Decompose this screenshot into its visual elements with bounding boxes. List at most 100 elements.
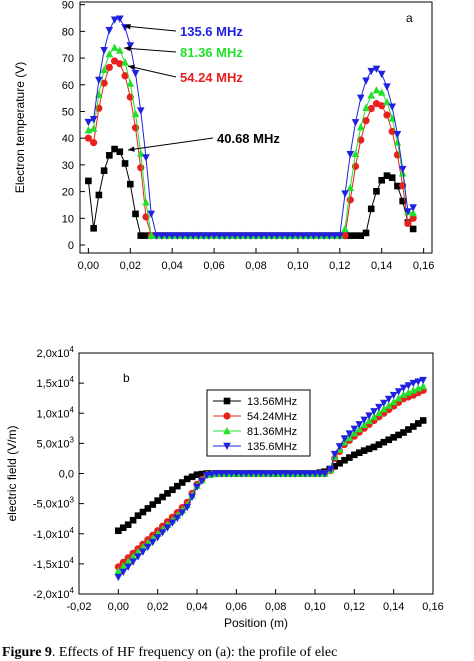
panel-a-point	[362, 77, 370, 85]
panel-b-point	[365, 416, 373, 425]
panel-a-point	[246, 232, 255, 240]
panel-b-point	[370, 408, 378, 416]
panel-b-point	[178, 479, 186, 486]
panel-a-point	[346, 151, 355, 159]
panel-a-point	[367, 91, 376, 99]
panel-b-point	[198, 477, 206, 486]
panel-b-point	[360, 416, 368, 424]
panel-b-point	[331, 462, 338, 470]
panel-b-xtick-label: 0,00	[108, 601, 129, 613]
panel-a-ytick-label: 60	[62, 80, 74, 92]
panel-a-arrowhead	[128, 146, 135, 152]
panel-a-point	[351, 119, 360, 127]
panel-a-point	[388, 127, 396, 136]
panel-b-point	[291, 470, 300, 478]
panel-a-point	[377, 88, 386, 96]
panel-a-point	[367, 205, 375, 213]
panel-a-point	[372, 86, 381, 94]
panel-b-point	[336, 459, 343, 467]
panel-b-point	[330, 450, 339, 459]
panel-b-point	[262, 470, 270, 478]
panel-a-point	[178, 232, 187, 240]
panel-b-point	[174, 482, 181, 490]
panel-a-arrow	[123, 25, 177, 32]
panel-b-point	[355, 424, 364, 433]
panel-b-ylabel: electric field (V/m)	[5, 425, 19, 521]
panel-b-point	[340, 435, 349, 443]
panel-a-arrowhead	[128, 64, 135, 71]
panel-b-point	[375, 403, 383, 412]
panel-b-point	[360, 447, 368, 454]
panel-a-point	[262, 232, 271, 240]
panel-b-point	[414, 384, 423, 392]
panel-b-point	[414, 378, 423, 386]
panel-a-point	[121, 160, 129, 167]
panel-a-point	[315, 232, 323, 240]
panel-a-xtick-label: 0,16	[413, 260, 434, 272]
panel-a-point	[100, 167, 108, 174]
panel-b-point	[232, 470, 241, 478]
panel-a-point	[377, 70, 386, 79]
panel-b-point	[212, 470, 221, 478]
panel-b-point	[286, 470, 295, 478]
panel-b-point	[139, 548, 147, 556]
panel-a-xtick-label: 0,14	[371, 260, 392, 272]
panel-b-point	[316, 470, 324, 478]
figure-canvas: 0,00 0,02 0,04 0,06 0,08 0,10 0,12 0,14 0,16 0 10 2…	[5, 0, 444, 630]
panel-a-point	[330, 232, 339, 240]
panel-a-point	[131, 70, 140, 78]
panel-b-point	[242, 470, 250, 478]
panel-b-point	[335, 443, 344, 451]
panel-a-point	[299, 232, 307, 240]
panel-b-xtick-label: 0,06	[226, 601, 247, 613]
panel-b-point	[247, 470, 255, 478]
panel-a-point	[84, 134, 92, 142]
panel-a-point	[320, 232, 328, 240]
panel-b-point	[375, 408, 383, 417]
panel-a-ytick-label: 80	[62, 26, 74, 38]
panel-a-point	[189, 232, 197, 240]
panel-b-point	[281, 470, 290, 478]
panel-a-line-s13	[87, 148, 414, 237]
legend-item-s135: 135.6MHz	[213, 441, 297, 453]
panel-b-xtick-label: 0,10	[304, 601, 325, 613]
panel-b-point	[188, 493, 196, 501]
panel-a-point	[398, 165, 407, 174]
panel-a-point	[404, 208, 412, 216]
panel-b-point	[384, 395, 393, 404]
legend-item-s13: 13.56MHz	[213, 396, 297, 408]
panel-b-point	[114, 567, 123, 575]
panel-a-point	[152, 232, 161, 240]
panel-a-point	[100, 47, 108, 55]
legend-item-s81: 81.36MHz	[213, 426, 297, 438]
panel-a-xtick-label: 0,06	[203, 260, 224, 272]
panel-a-point	[137, 164, 145, 172]
panel-a-point	[409, 204, 417, 212]
panel-a-point	[121, 72, 129, 80]
panel-a-point	[367, 67, 376, 76]
panel-a-point	[173, 232, 182, 240]
panel-b-label: b	[123, 371, 130, 385]
panel-a-point	[226, 232, 234, 240]
panel-b-point	[409, 386, 418, 394]
figure-caption: Figure 9. Effects of HF frequency on (a)…	[2, 645, 474, 661]
panel-b-point	[163, 524, 172, 532]
panel-b-point	[115, 527, 122, 535]
panel-b-point	[168, 519, 177, 527]
panel-b-point	[203, 472, 211, 480]
panel-b-point	[346, 454, 353, 461]
panel-a-point	[362, 117, 370, 125]
panel-b-point	[326, 465, 335, 474]
panel-a-point	[346, 183, 355, 191]
panel-a-point	[393, 130, 402, 139]
panel-a-point	[147, 210, 156, 218]
panel-a-point	[351, 149, 360, 158]
panel-a-point	[346, 232, 354, 239]
panel-a-point	[356, 123, 365, 131]
panel-a-xtick-label: 0,12	[329, 260, 350, 272]
panel-a-point	[383, 172, 391, 179]
panel-a-point	[356, 94, 365, 102]
panel-a-point	[388, 103, 396, 111]
panel-a-point	[106, 152, 113, 159]
panel-a-point	[409, 214, 417, 222]
